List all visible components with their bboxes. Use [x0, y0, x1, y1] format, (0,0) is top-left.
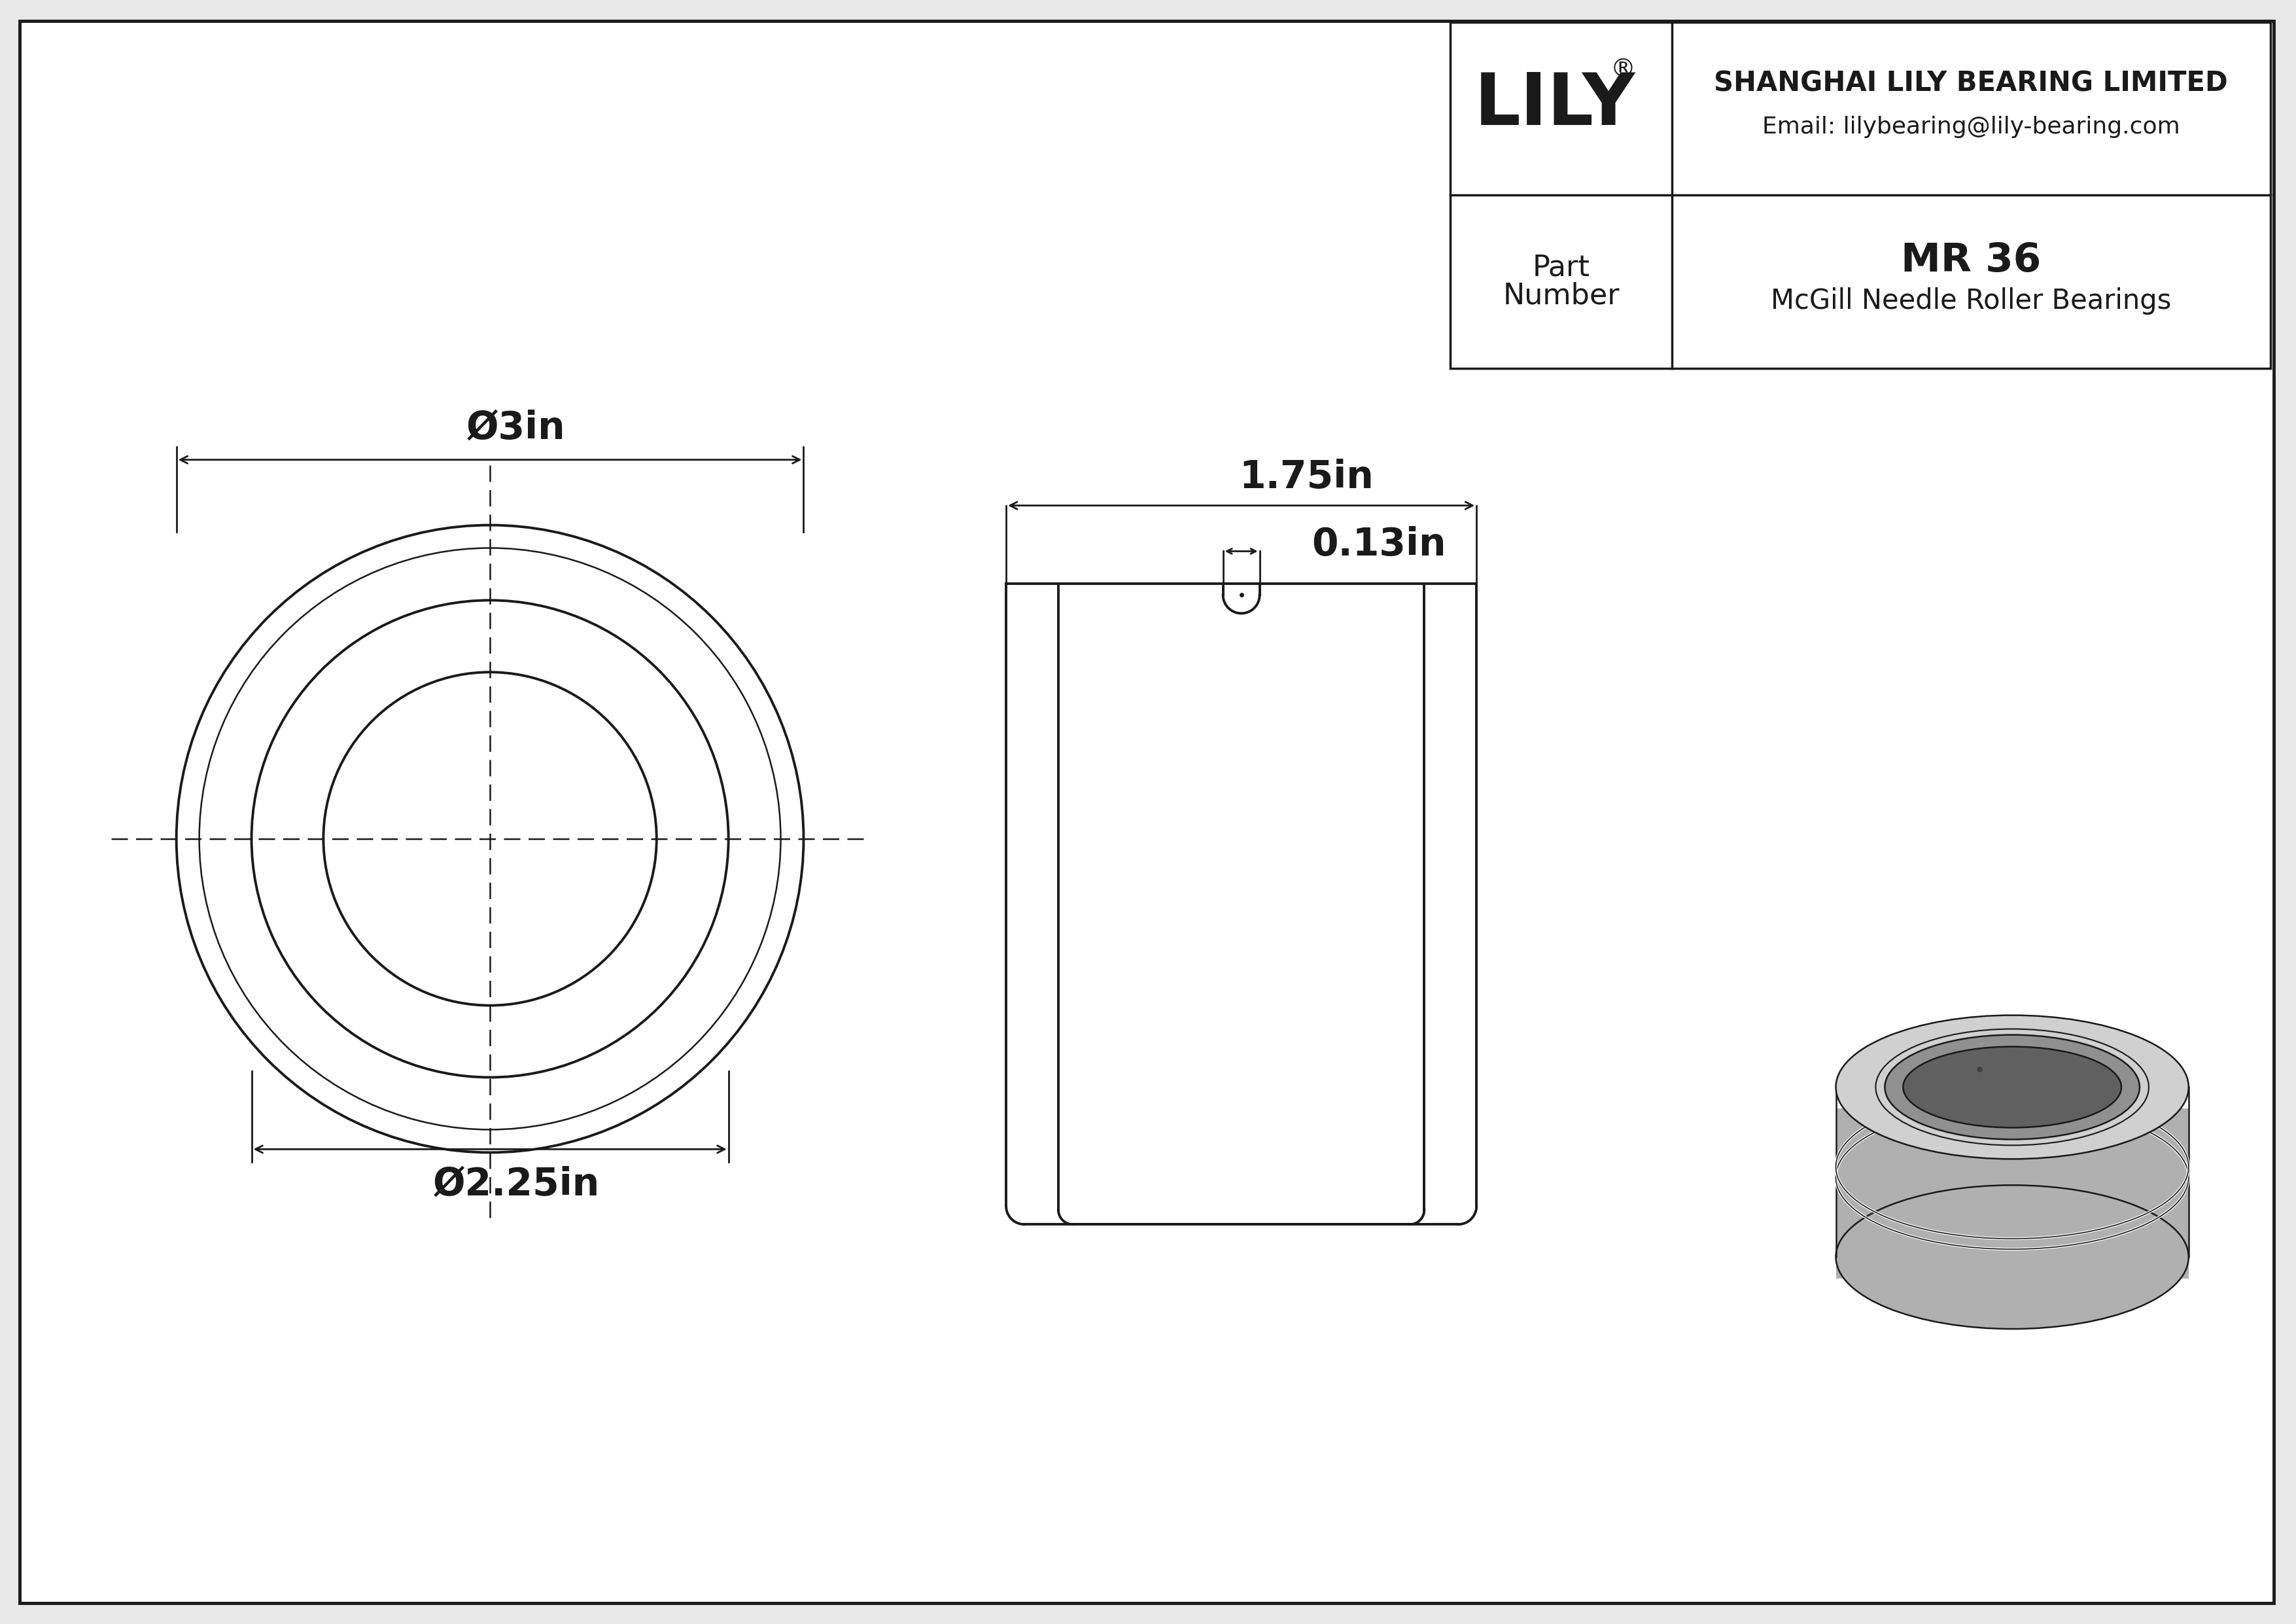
Text: SHANGHAI LILY BEARING LIMITED: SHANGHAI LILY BEARING LIMITED — [1715, 70, 2227, 97]
Text: 1.75in: 1.75in — [1240, 458, 1373, 495]
Text: Part: Part — [1531, 253, 1589, 281]
Text: Email: lilybearing@lily-bearing.com: Email: lilybearing@lily-bearing.com — [1761, 115, 2179, 138]
Ellipse shape — [1837, 1015, 2188, 1160]
Polygon shape — [1837, 1109, 2188, 1278]
Text: Ø3in: Ø3in — [466, 409, 565, 447]
Text: 0.13in: 0.13in — [1311, 526, 1446, 564]
Ellipse shape — [1837, 1186, 2188, 1328]
Text: LILY: LILY — [1474, 70, 1635, 140]
Ellipse shape — [1903, 1046, 2122, 1127]
Text: Number: Number — [1502, 283, 1619, 310]
Text: Ø2.25in: Ø2.25in — [432, 1166, 599, 1203]
Ellipse shape — [1885, 1034, 2140, 1140]
Text: MR 36: MR 36 — [1901, 242, 2041, 279]
Text: McGill Needle Roller Bearings: McGill Needle Roller Bearings — [1770, 287, 2172, 315]
Text: ®: ® — [1609, 57, 1635, 81]
Circle shape — [170, 518, 810, 1160]
Bar — [1451, 21, 2271, 369]
Bar — [1003, 581, 1479, 1228]
